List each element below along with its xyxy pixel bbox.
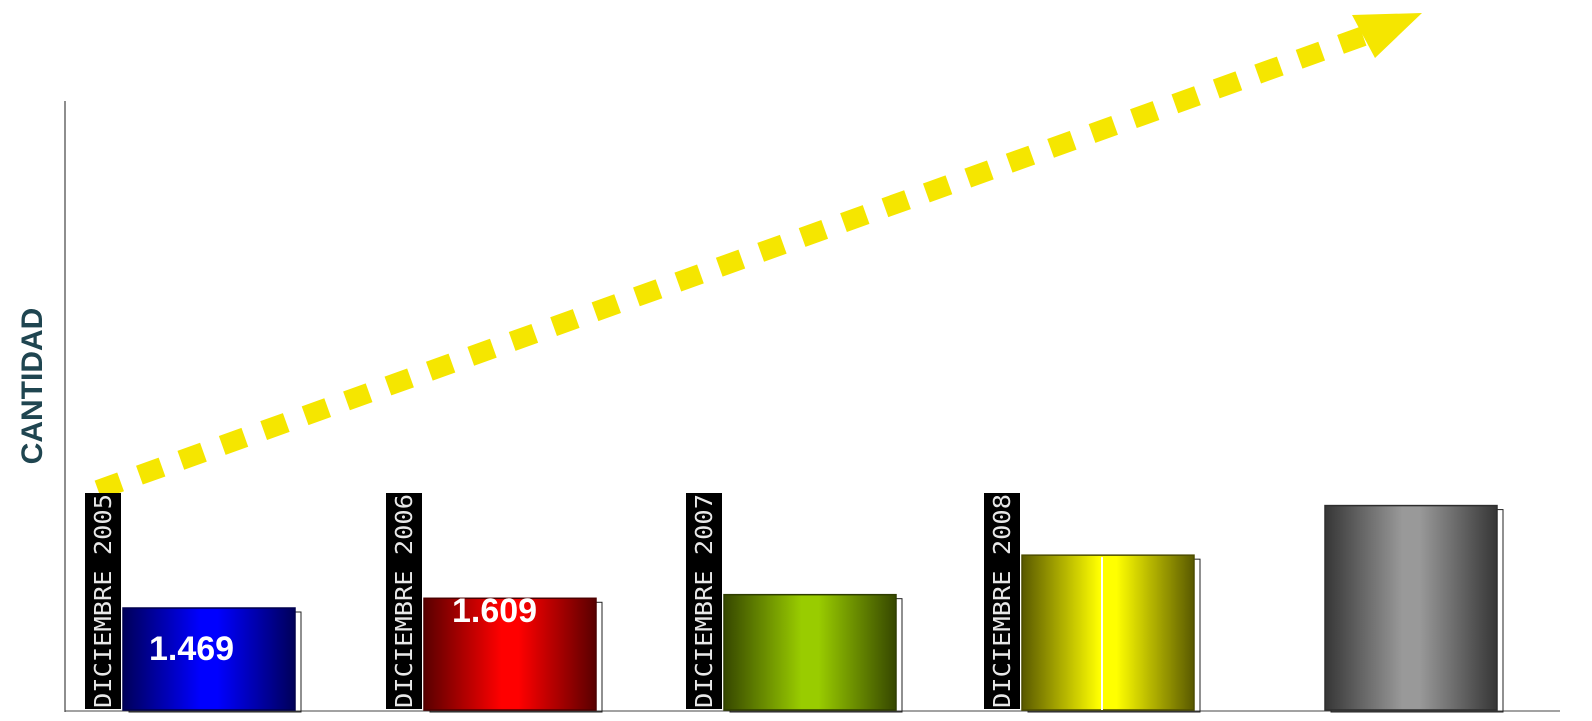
bar [423, 597, 597, 711]
bar-value-label: 2.230 [1050, 450, 1135, 488]
category-label-background [386, 493, 422, 709]
bar [1021, 554, 1195, 711]
category-label-background [85, 493, 121, 709]
trend-arrow-line [94, 22, 1379, 500]
category-label-background [686, 493, 722, 709]
trend-arrow [94, 13, 1422, 500]
trend-arrow-head [1352, 13, 1422, 58]
category-tick-label: DICIEMBRE 2008 [990, 494, 1016, 708]
category-tick-label: DICIEMBRE 2005 [91, 494, 117, 708]
bar [723, 593, 897, 711]
bar [1324, 504, 1498, 711]
category-label-background [984, 493, 1020, 709]
bar-value-label: 1.661 [750, 512, 835, 550]
bars-layer [122, 504, 1504, 713]
bar-value-label: 2.944 [1349, 390, 1434, 428]
category-tick-label: DICIEMBRE 2006 [392, 494, 418, 708]
bar [122, 607, 296, 711]
y-axis-label: CANTIDAD [16, 308, 49, 465]
bar-value-label: 1.609 [452, 592, 537, 630]
bar-value-label: 1.469 [149, 630, 234, 668]
category-tick-label: DICIEMBRE 2007 [692, 494, 718, 708]
labels-layer: 1.469 DICIEMBRE 2005 1.609 DICIEMBRE 2006 1.… [85, 390, 1434, 709]
